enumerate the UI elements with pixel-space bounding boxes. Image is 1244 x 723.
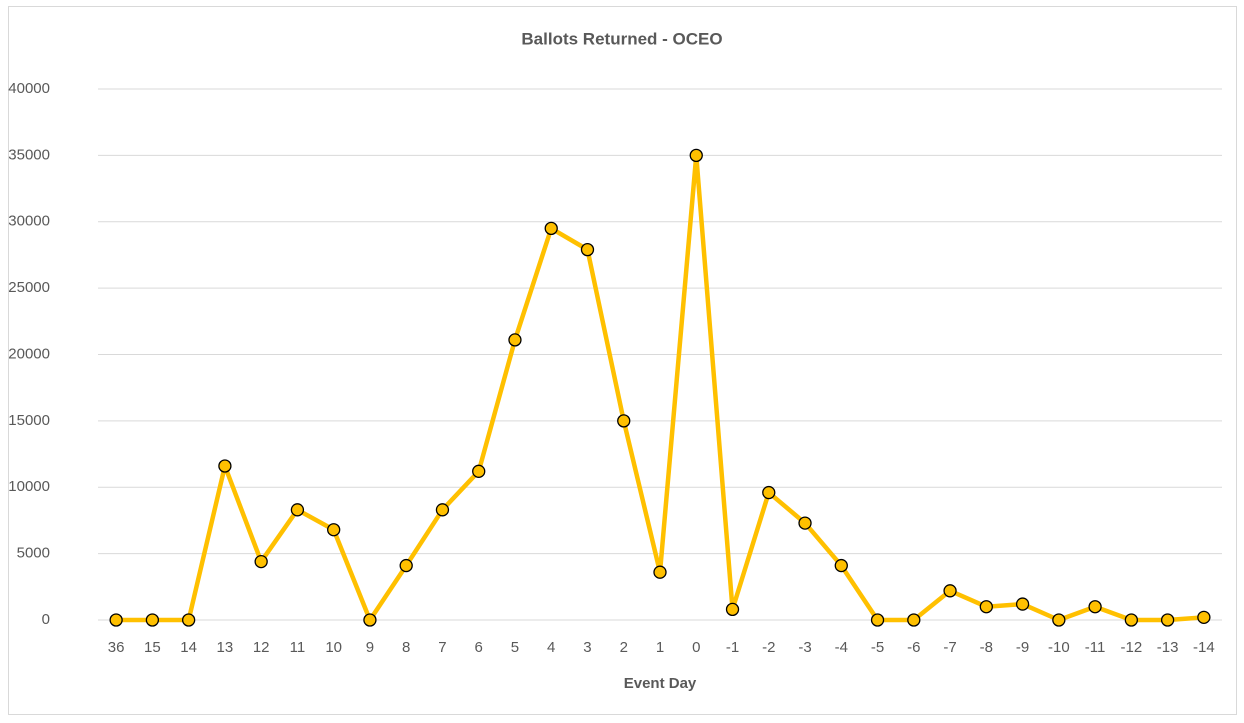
marker (1052, 613, 1066, 627)
marker (979, 600, 993, 614)
marker (1088, 600, 1102, 614)
marker (834, 558, 848, 573)
marker (327, 523, 341, 537)
x-tick-label: -11 (1085, 639, 1106, 656)
chart-frame (8, 6, 1237, 715)
x-tick-label: 14 (180, 639, 197, 656)
x-tick-label: 5 (511, 639, 519, 656)
y-tick-label: 30000 (8, 213, 50, 230)
x-tick-label: 7 (438, 639, 446, 656)
y-tick-label: 25000 (8, 279, 50, 296)
x-tick-label: 12 (253, 639, 270, 656)
marker (145, 613, 160, 627)
x-tick-label: 8 (402, 639, 410, 656)
y-tick-label: 5000 (17, 545, 50, 562)
x-tick-label: 4 (547, 639, 555, 656)
x-tick-label: -9 (1016, 639, 1029, 656)
y-tick-label: 40000 (8, 80, 50, 97)
x-tick-label: -7 (943, 639, 956, 656)
x-tick-label: -2 (762, 639, 775, 656)
marker (689, 148, 703, 163)
x-tick-label: 3 (583, 639, 591, 656)
x-tick-label: -1 (726, 639, 739, 656)
marker (1160, 613, 1175, 627)
x-tick-label: 9 (366, 639, 374, 656)
marker (399, 558, 413, 573)
x-tick-label: -10 (1048, 639, 1070, 656)
marker (943, 584, 957, 598)
marker (617, 414, 631, 428)
marker (762, 485, 776, 500)
marker (544, 221, 558, 236)
marker (218, 459, 232, 473)
x-tick-label: -12 (1121, 639, 1143, 656)
x-tick-label: -13 (1157, 639, 1179, 656)
x-axis-title: Event Day (624, 675, 697, 692)
x-tick-label: 6 (475, 639, 483, 656)
chart-title: Ballots Returned - OCEO (521, 29, 722, 48)
marker (1015, 597, 1030, 611)
x-tick-label: 10 (325, 639, 342, 656)
x-tick-label: -5 (871, 639, 884, 656)
x-tick-label: 36 (108, 639, 125, 656)
x-tick-label: -3 (798, 639, 811, 656)
marker (653, 565, 667, 579)
y-tick-label: 10000 (8, 478, 50, 495)
marker (472, 464, 486, 478)
marker (363, 613, 377, 627)
marker (725, 602, 740, 617)
x-tick-label: -14 (1193, 639, 1215, 656)
x-tick-label: 11 (290, 639, 306, 656)
y-tick-label: 35000 (8, 146, 50, 163)
y-tick-label: 20000 (8, 345, 50, 362)
x-tick-label: -6 (907, 639, 920, 656)
marker (907, 613, 921, 627)
marker (1197, 610, 1211, 624)
x-tick-label: 2 (620, 639, 628, 656)
marker (580, 242, 595, 257)
y-tick-label: 0 (42, 611, 50, 628)
x-tick-label: -4 (835, 639, 848, 656)
marker (109, 613, 123, 627)
marker (290, 503, 305, 517)
marker (798, 516, 812, 530)
marker (508, 333, 522, 347)
x-tick-label: 0 (692, 639, 700, 656)
marker (870, 613, 885, 627)
x-tick-label: 13 (217, 639, 234, 656)
y-tick-label: 15000 (8, 412, 50, 429)
x-tick-label: 15 (144, 639, 161, 656)
marker (181, 613, 196, 627)
marker (435, 503, 450, 517)
marker (1124, 613, 1139, 627)
x-tick-label: 1 (656, 639, 664, 656)
marker (254, 554, 268, 569)
x-tick-label: -8 (980, 639, 993, 656)
